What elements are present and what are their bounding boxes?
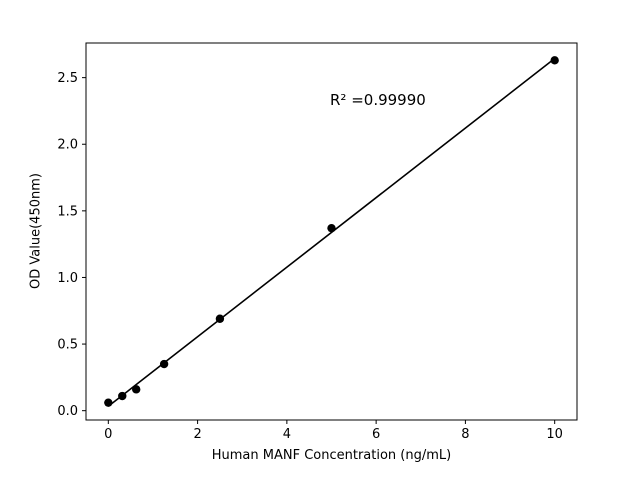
svg-text:6: 6 xyxy=(372,427,380,442)
svg-text:2.5: 2.5 xyxy=(57,71,78,86)
r-squared-annotation: R² =0.99990 xyxy=(330,91,426,109)
svg-text:0.5: 0.5 xyxy=(57,338,78,353)
svg-text:0: 0 xyxy=(104,427,112,442)
svg-text:8: 8 xyxy=(461,427,469,442)
svg-text:2: 2 xyxy=(193,427,201,442)
svg-text:0.0: 0.0 xyxy=(57,404,78,419)
x-axis-label: Human MANF Concentration (ng/mL) xyxy=(211,448,452,463)
svg-text:4: 4 xyxy=(283,427,291,442)
y-axis-label: OD Value(450nm) xyxy=(28,173,44,289)
svg-text:2.0: 2.0 xyxy=(57,138,78,153)
svg-text:10: 10 xyxy=(546,427,563,442)
svg-text:1.0: 1.0 xyxy=(57,271,78,286)
svg-text:1.5: 1.5 xyxy=(57,204,78,219)
